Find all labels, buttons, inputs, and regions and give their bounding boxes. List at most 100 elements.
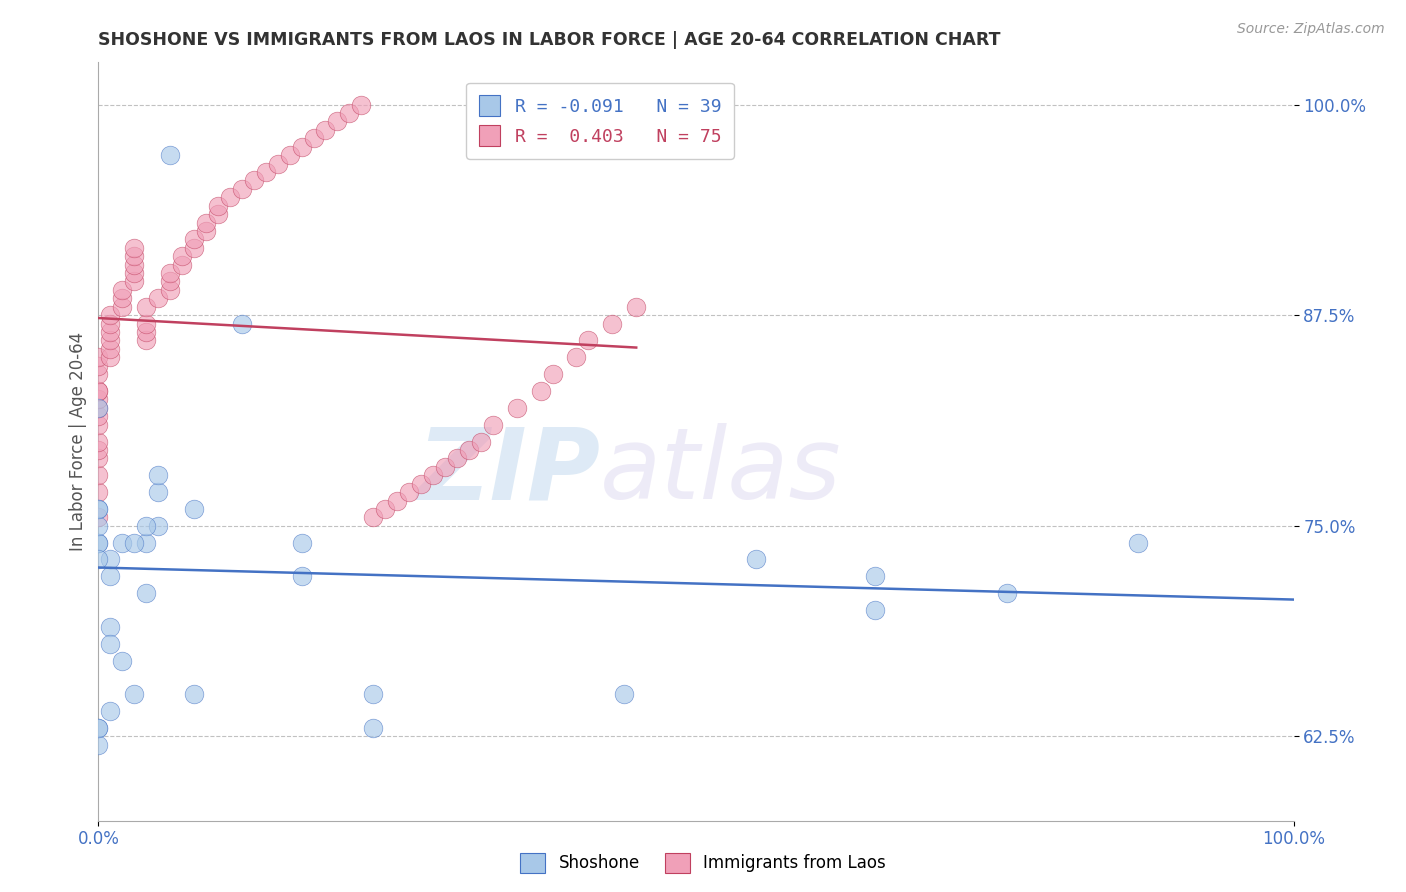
Point <box>87 442 110 457</box>
Point <box>98 569 122 583</box>
Point <box>98 342 122 356</box>
Text: Source: ZipAtlas.com: Source: ZipAtlas.com <box>1237 22 1385 37</box>
Point <box>124 266 146 280</box>
Point <box>98 351 122 365</box>
Point <box>135 334 157 348</box>
Point <box>124 258 146 272</box>
Point <box>98 308 122 322</box>
Point <box>172 249 194 263</box>
Point <box>87 535 110 549</box>
Point <box>98 620 122 634</box>
Point <box>87 384 110 398</box>
Point <box>267 156 290 170</box>
Point <box>865 569 887 583</box>
Point <box>87 392 110 407</box>
Text: SHOSHONE VS IMMIGRANTS FROM LAOS IN LABOR FORCE | AGE 20-64 CORRELATION CHART: SHOSHONE VS IMMIGRANTS FROM LAOS IN LABO… <box>98 31 1001 49</box>
Point <box>124 249 146 263</box>
Point <box>207 207 229 221</box>
Point <box>87 552 110 566</box>
Point <box>135 300 157 314</box>
Point <box>148 518 170 533</box>
Point <box>98 704 122 718</box>
Point <box>87 502 110 516</box>
Point <box>87 351 110 365</box>
Point <box>87 518 110 533</box>
Point <box>159 283 181 297</box>
Point <box>219 190 242 204</box>
Point <box>172 258 194 272</box>
Point <box>124 241 146 255</box>
Point <box>745 552 768 566</box>
Point <box>87 738 110 752</box>
Point <box>124 535 146 549</box>
Point <box>243 173 266 187</box>
Point <box>541 367 564 381</box>
Point <box>87 721 110 735</box>
Point <box>231 317 253 331</box>
Legend: R = -0.091   N = 39, R =  0.403   N = 75: R = -0.091 N = 39, R = 0.403 N = 75 <box>465 83 734 159</box>
Point <box>183 232 205 246</box>
Point <box>135 586 157 600</box>
Point <box>506 401 529 415</box>
Point <box>626 300 648 314</box>
Point <box>135 317 157 331</box>
Point <box>207 199 229 213</box>
Point <box>363 721 385 735</box>
Point <box>87 384 110 398</box>
Point <box>578 334 600 348</box>
Point <box>254 165 277 179</box>
Point <box>231 182 253 196</box>
Point <box>411 476 433 491</box>
Point <box>87 510 110 524</box>
Point <box>339 106 361 120</box>
Point <box>291 569 314 583</box>
Point <box>111 291 134 305</box>
Point <box>111 283 134 297</box>
Point <box>865 603 887 617</box>
Point <box>87 502 110 516</box>
Point <box>183 687 205 701</box>
Point <box>183 502 205 516</box>
Point <box>87 359 110 373</box>
Point <box>613 687 636 701</box>
Point <box>148 291 170 305</box>
Point <box>87 367 110 381</box>
Point <box>446 451 468 466</box>
Legend: Shoshone, Immigrants from Laos: Shoshone, Immigrants from Laos <box>513 847 893 880</box>
Point <box>87 401 110 415</box>
Point <box>565 351 588 365</box>
Point <box>602 317 624 331</box>
Point <box>398 485 420 500</box>
Point <box>87 409 110 424</box>
Point <box>434 459 457 474</box>
Point <box>98 325 122 339</box>
Point <box>291 139 314 153</box>
Point <box>148 485 170 500</box>
Point <box>363 687 385 701</box>
Point <box>87 451 110 466</box>
Point <box>159 275 181 289</box>
Point <box>135 518 157 533</box>
Point <box>302 131 325 145</box>
Point <box>995 586 1018 600</box>
Point <box>98 317 122 331</box>
Point <box>195 224 218 238</box>
Point <box>183 241 205 255</box>
Point <box>98 637 122 651</box>
Point <box>530 384 553 398</box>
Point <box>87 535 110 549</box>
Point <box>278 148 301 162</box>
Point <box>87 401 110 415</box>
Point <box>124 687 146 701</box>
Point <box>111 300 134 314</box>
Point <box>111 654 134 668</box>
Point <box>315 123 337 137</box>
Point <box>481 417 505 432</box>
Text: atlas: atlas <box>600 424 842 520</box>
Point <box>87 468 110 483</box>
Text: ZIP: ZIP <box>418 424 600 520</box>
Point <box>350 97 373 112</box>
Point <box>87 485 110 500</box>
Point <box>87 434 110 449</box>
Point <box>87 417 110 432</box>
